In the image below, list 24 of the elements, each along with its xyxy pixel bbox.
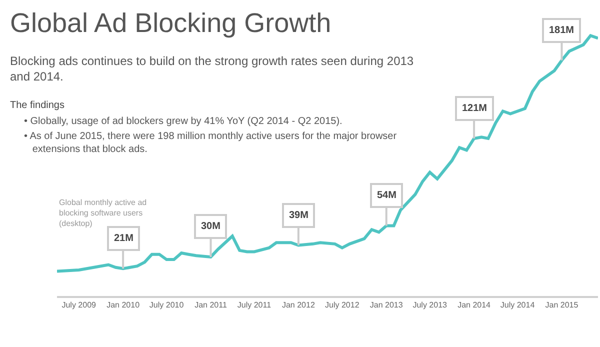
annotation: 21M [114, 233, 134, 244]
x-tick-label: Jan 2015 [545, 300, 579, 310]
x-tick-label: July 2014 [500, 300, 536, 310]
annotation: • As of June 2015, there were 198 million monthly active users for the major browser extensions that block ads. [24, 131, 398, 155]
x-tick-label: Jan 2013 [370, 300, 404, 310]
annotation: 121M [462, 103, 488, 114]
annotation: 54M [377, 190, 396, 201]
text: Blocking ads continues to build on the strong growth rates seen during 2013 and 2014. [10, 54, 414, 84]
x-tick-label: July 2012 [325, 300, 360, 310]
x-tick-label: July 2010 [149, 300, 184, 310]
annotation: The findings [10, 100, 64, 111]
x-tick-label: July 2011 [237, 300, 272, 310]
annotation: 39M [289, 210, 308, 221]
x-tick-label: July 2013 [412, 300, 448, 310]
annotation: • Globally, usage of ad blockers grew by 41% YoY (Q2 2014 - Q2 2015). [24, 116, 342, 127]
annotation: 181M [549, 25, 574, 36]
chart-title: Global Ad Blocking Growth [10, 8, 332, 38]
y-axis-title: Global monthly active ad blocking software users (desktop) [59, 198, 147, 228]
annotation: 30M [201, 221, 220, 232]
x-tick-label: Jan 2011 [194, 300, 228, 310]
x-tick-label: Jan 2014 [458, 300, 492, 310]
x-tick-label: Jan 2010 [106, 300, 140, 310]
x-tick-label: July 2009 [62, 300, 97, 310]
x-tick-label: Jan 2012 [282, 300, 316, 310]
